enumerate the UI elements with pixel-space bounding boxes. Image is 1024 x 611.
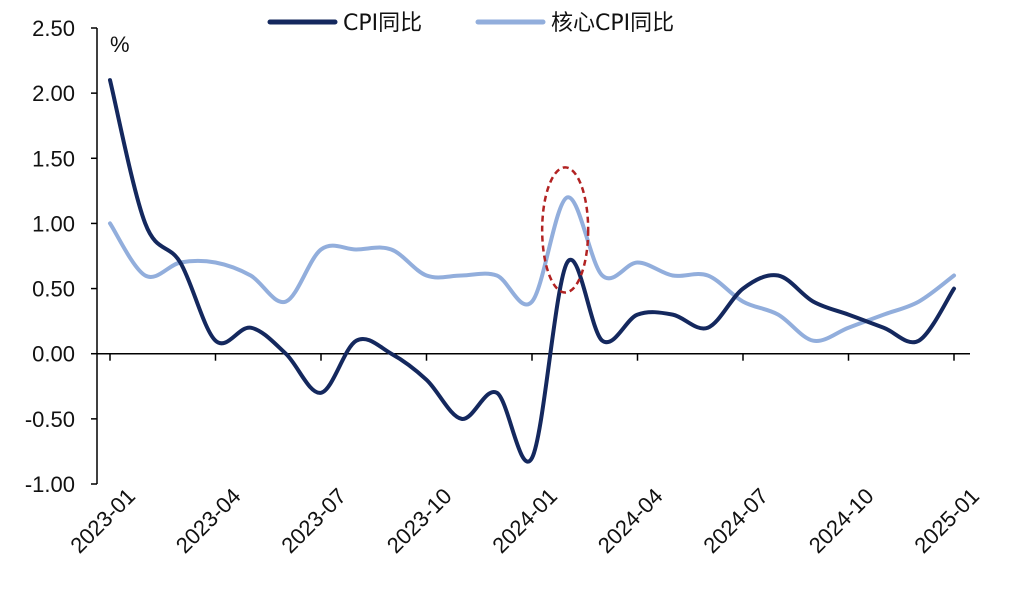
y-tick-label: -0.50 [25, 407, 75, 432]
x-tick-label: 2023-10 [382, 483, 457, 558]
x-axis: 2023-01 2023-04 2023-07 2023-10 2024-01 2024-… [65, 352, 984, 558]
y-tick-label: 2.00 [32, 81, 75, 106]
y-tick-label: 1.50 [32, 146, 75, 171]
highlight-ellipse [540, 166, 590, 294]
legend: CPI同比 核心CPI同比 [267, 11, 674, 36]
x-tick-label: 2024-07 [698, 483, 773, 558]
series-line-cpi [108, 78, 956, 464]
y-axis: 2.50 2.00 1.50 1.00 0.50 0.00 -0.50 -1.00 [25, 16, 98, 497]
y-tick-label: 0.50 [32, 277, 75, 302]
series-layer [108, 78, 956, 464]
legend-label-core-cpi: 核心CPI同比 [551, 11, 674, 36]
legend-label-cpi: CPI同比 [343, 11, 422, 36]
x-tick-label: 2023-01 [65, 483, 140, 558]
x-tick-label: 2024-04 [593, 483, 668, 558]
y-tick-label: 0.00 [32, 342, 75, 367]
y-axis-unit-label: % [110, 32, 130, 57]
y-tick-label: -1.00 [25, 472, 75, 497]
y-tick-label: 2.50 [32, 16, 75, 41]
x-tick-label: 2023-07 [276, 483, 351, 558]
x-tick-label: 2024-01 [487, 483, 562, 558]
x-tick-label: 2024-10 [804, 483, 879, 558]
x-tick-label: 2025-01 [909, 483, 984, 558]
x-tick-label: 2023-04 [171, 483, 246, 558]
y-tick-label: 1.00 [32, 211, 75, 236]
series-line-core-cpi [108, 195, 956, 343]
highlight-layer [540, 166, 590, 294]
